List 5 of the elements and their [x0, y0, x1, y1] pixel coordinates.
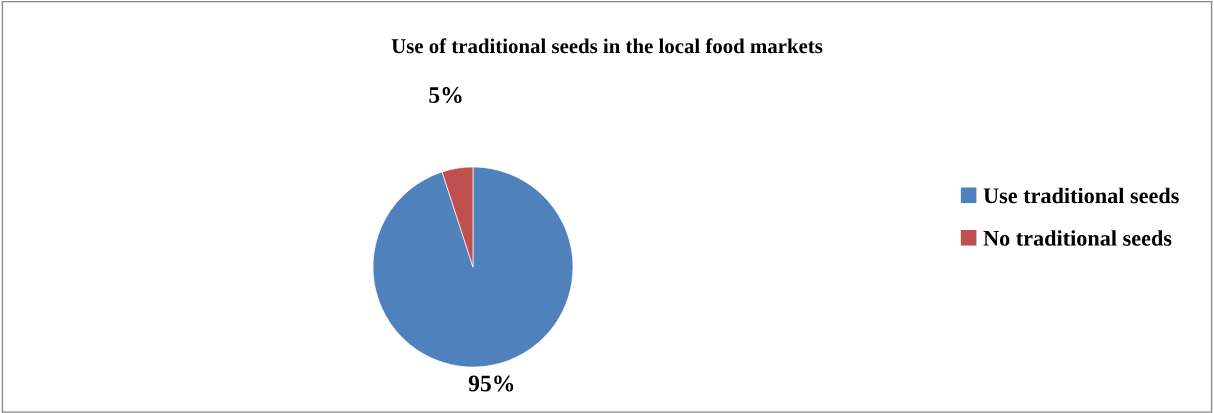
legend-label: No traditional seeds	[983, 230, 1172, 246]
data-label: 5%	[429, 87, 462, 104]
data-label: 95%	[468, 375, 514, 392]
chart-title: Use of traditional seeds in the local food markets	[391, 38, 823, 54]
legend-label: Use traditional seeds	[983, 187, 1179, 204]
